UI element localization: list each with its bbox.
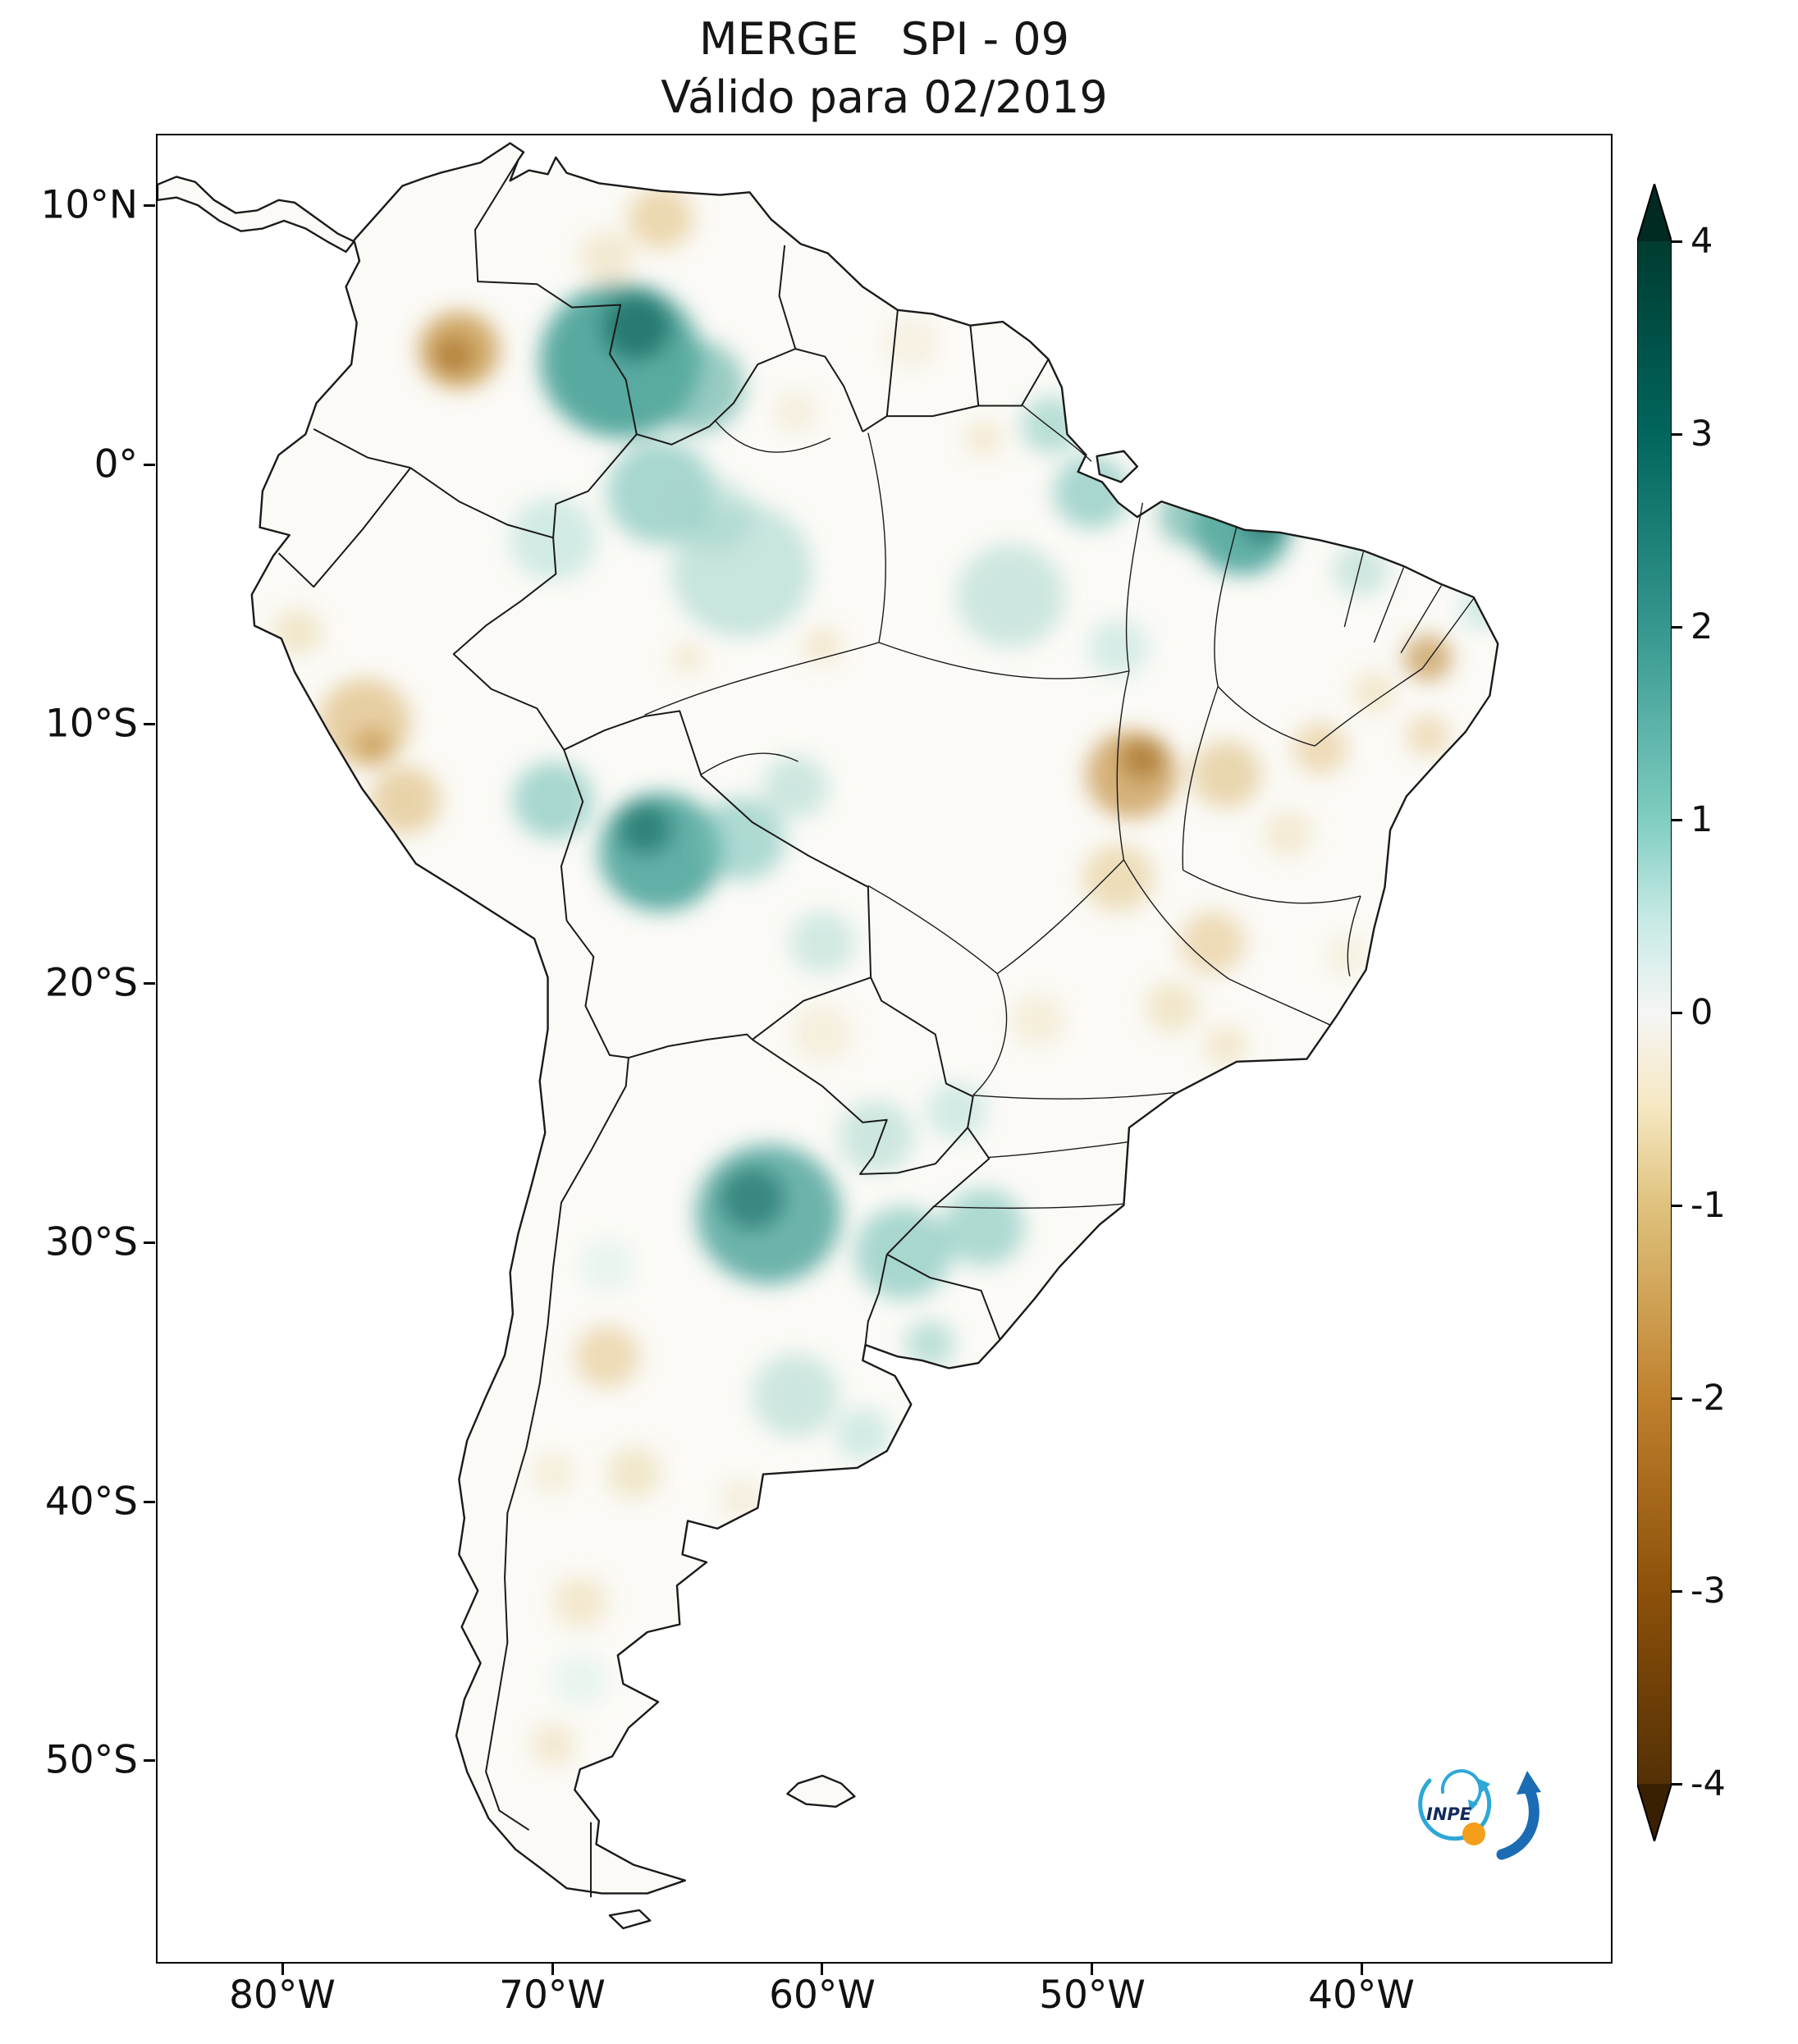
y-tick-mark — [144, 1241, 155, 1244]
colorbar-gradient — [1636, 181, 1672, 1845]
x-tick-label: 40°W — [1308, 1973, 1415, 2018]
colorbar-tick-label: -1 — [1690, 1185, 1726, 1226]
title-block: MERGE SPI - 09 Válido para 02/2019 — [156, 10, 1613, 127]
y-tick-mark — [144, 982, 155, 985]
figure-title: MERGE SPI - 09 — [699, 13, 1069, 65]
y-tick-mark — [144, 204, 155, 207]
colorbar — [1636, 181, 1672, 1845]
colorbar-tick-label: 1 — [1690, 799, 1713, 840]
colorbar-tick-mark — [1672, 1012, 1682, 1014]
x-tick-label: 80°W — [229, 1973, 336, 2018]
country-borders — [279, 160, 1049, 1897]
colorbar-tick-label: -2 — [1690, 1378, 1726, 1419]
colorbar-tick-mark — [1672, 626, 1682, 629]
y-tick-label: 40°S — [44, 1479, 138, 1525]
colorbar-tick-label: 2 — [1690, 606, 1713, 647]
x-tick-mark — [821, 1964, 823, 1975]
x-tick-mark — [1361, 1964, 1363, 1975]
y-tick-label: 10°S — [44, 701, 138, 747]
colorbar-tick-mark — [1672, 1590, 1682, 1593]
y-tick-label: 50°S — [44, 1737, 138, 1783]
colorbar-tick-mark — [1672, 1205, 1682, 1207]
south-america-map — [158, 135, 1611, 1962]
y-tick-mark — [144, 464, 155, 466]
x-tick-label: 50°W — [1039, 1973, 1146, 2018]
colorbar-tick-mark — [1672, 1783, 1682, 1786]
y-tick-mark — [144, 1501, 155, 1503]
y-tick-mark — [144, 1759, 155, 1762]
x-tick-mark — [1091, 1964, 1093, 1975]
map-axes — [156, 134, 1613, 1964]
figure-subtitle: Válido para 02/2019 — [661, 71, 1108, 124]
spi-field — [158, 143, 1498, 1894]
y-tick-label: 10°N — [40, 182, 138, 228]
colorbar-tick-label: 4 — [1690, 221, 1713, 262]
colorbar-tick-mark — [1672, 240, 1682, 243]
coastline — [158, 143, 1498, 1928]
x-tick-label: 60°W — [769, 1973, 876, 2018]
colorbar-tick-label: 0 — [1690, 992, 1713, 1033]
colorbar-tick-mark — [1672, 1397, 1682, 1400]
x-tick-mark — [551, 1964, 554, 1975]
colorbar-tick-label: 3 — [1690, 414, 1713, 455]
y-tick-label: 20°S — [44, 960, 138, 1006]
y-tick-label: 0° — [94, 441, 138, 487]
colorbar-tick-mark — [1672, 433, 1682, 436]
inpe-logo-text: INPE — [1426, 1804, 1472, 1824]
inpe-logo: INPE — [1405, 1758, 1549, 1864]
y-tick-label: 30°S — [44, 1219, 138, 1265]
colorbar-tick-mark — [1672, 819, 1682, 821]
inpe-swirl-icon — [1418, 1769, 1492, 1845]
state-borders — [645, 405, 1474, 1208]
x-tick-mark — [281, 1964, 284, 1975]
colorbar-tick-label: -3 — [1690, 1571, 1726, 1612]
colorbar-tick-label: -4 — [1690, 1763, 1726, 1804]
inpe-arrow-icon — [1496, 1771, 1541, 1860]
y-tick-mark — [144, 723, 155, 725]
x-tick-label: 70°W — [499, 1973, 606, 2018]
